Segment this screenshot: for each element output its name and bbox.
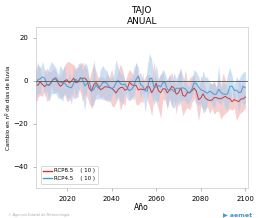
Y-axis label: Cambio en nº de dias de lluvia: Cambio en nº de dias de lluvia	[5, 66, 11, 150]
Legend: RCP8.5    ( 10 ), RCP4.5    ( 10 ): RCP8.5 ( 10 ), RCP4.5 ( 10 )	[41, 166, 98, 184]
Text: ▶ aemet: ▶ aemet	[223, 212, 252, 217]
X-axis label: Año: Año	[134, 203, 149, 213]
Title: TAJO
ANUAL: TAJO ANUAL	[126, 5, 157, 26]
Text: © Agencia Estatal de Meteorología: © Agencia Estatal de Meteorología	[8, 213, 69, 217]
